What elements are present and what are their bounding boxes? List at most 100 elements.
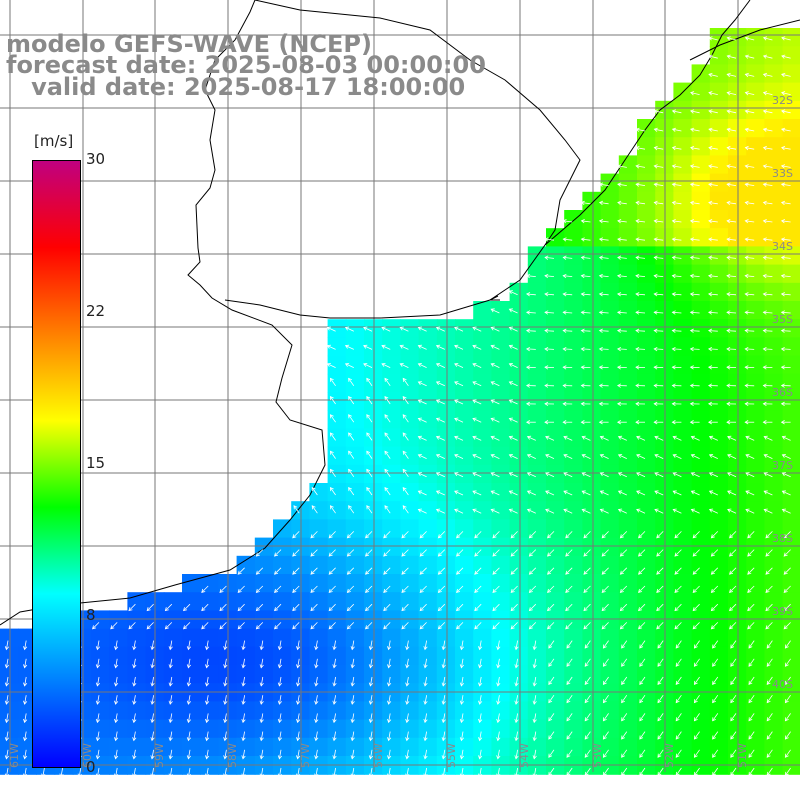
wind-arrow — [527, 509, 536, 514]
wind-arrow — [436, 345, 445, 350]
wind-arrow-head — [730, 680, 735, 686]
wind-speed-cell — [691, 191, 711, 211]
wind-arrow-head — [472, 326, 477, 331]
wind-arrow-head — [783, 588, 788, 593]
wind-speed-cell — [600, 719, 620, 739]
wind-arrow — [206, 749, 209, 759]
wind-arrow-head — [675, 680, 680, 686]
wind-arrow-head — [241, 718, 246, 724]
wind-arrow-head — [747, 534, 752, 539]
wind-arrow — [708, 348, 718, 350]
wind-arrow — [727, 509, 737, 514]
wind-speed-cell — [746, 646, 765, 666]
longitude-label: 61W — [8, 743, 21, 768]
wind-arrow — [256, 622, 264, 630]
wind-speed-cell — [673, 555, 693, 575]
wind-arrow-head — [132, 682, 137, 687]
wind-arrow-head — [765, 607, 770, 612]
wind-arrow — [563, 311, 573, 314]
wind-speed-cell — [382, 519, 401, 539]
wind-arrow-head — [459, 646, 465, 651]
wind-speed-cell — [618, 719, 638, 739]
wind-arrow-head — [296, 700, 301, 705]
wind-speed-cell — [546, 628, 565, 648]
wind-arrow — [115, 658, 118, 668]
wind-speed-cell — [618, 428, 638, 448]
wind-speed-cell — [546, 228, 565, 247]
wind-speed-cell — [782, 28, 800, 47]
wind-arrow-head — [223, 773, 228, 778]
wind-arrow — [292, 549, 300, 557]
wind-arrow — [599, 202, 609, 205]
longitude-label: 53W — [591, 743, 604, 768]
wind-arrow-head — [635, 219, 640, 224]
wind-speed-cell — [254, 537, 274, 557]
wind-arrow-head — [672, 454, 677, 458]
wind-arrow-head — [727, 454, 732, 458]
wind-arrow-head — [255, 570, 260, 575]
wind-arrow — [766, 658, 773, 667]
wind-speed-cell — [764, 701, 784, 721]
wind-arrow-head — [708, 54, 713, 59]
wind-speed-cell — [364, 428, 383, 448]
wind-arrow — [766, 676, 773, 685]
wind-speed-cell — [764, 665, 784, 684]
wind-arrow — [690, 238, 700, 241]
wind-arrow — [636, 238, 646, 241]
wind-arrow — [673, 454, 682, 459]
wind-speed-cell — [345, 319, 365, 338]
wind-arrow-head — [762, 127, 768, 132]
wind-arrow — [781, 220, 791, 223]
wind-arrow — [6, 731, 9, 741]
wind-arrow-head — [693, 771, 698, 777]
wind-speed-cell — [509, 301, 529, 320]
wind-arrow-head — [708, 273, 713, 279]
wind-speed-cell — [673, 119, 693, 138]
wind-arrow — [328, 567, 336, 575]
wind-arrow-head — [671, 182, 676, 187]
wind-arrow — [620, 549, 628, 557]
wind-speed-cell — [382, 737, 401, 757]
wind-arrow-head — [526, 310, 531, 315]
wind-arrow-head — [23, 718, 28, 724]
wind-speed-cell — [509, 646, 529, 666]
wind-arrow-head — [168, 682, 173, 687]
wind-arrow — [381, 327, 391, 332]
wind-arrow — [472, 490, 482, 496]
wind-arrow-head — [675, 717, 680, 722]
wind-speed-cell — [182, 665, 201, 684]
wind-arrow-head — [726, 420, 731, 425]
wind-arrow-head — [635, 401, 640, 407]
wind-arrow — [274, 603, 282, 611]
wind-arrow-head — [459, 755, 465, 760]
wind-speed-cell — [782, 82, 800, 102]
wind-speed-cell — [673, 228, 693, 247]
wind-speed-cell — [691, 646, 711, 666]
wind-arrow-head — [780, 328, 785, 333]
wind-speed-cell — [527, 555, 547, 575]
wind-arrow-head — [186, 755, 192, 760]
wind-speed-cell — [109, 701, 128, 721]
wind-arrow — [636, 165, 646, 168]
wind-arrow — [526, 330, 536, 332]
wind-arrow — [292, 531, 300, 539]
wind-arrow-head — [726, 36, 731, 41]
wind-speed-cell — [600, 483, 620, 502]
wind-arrow — [781, 330, 791, 332]
wind-arrow-head — [435, 399, 441, 404]
wind-arrow-head — [692, 570, 697, 575]
wind-arrow — [583, 622, 591, 630]
wind-arrow — [656, 622, 664, 630]
wind-arrow-head — [237, 588, 242, 593]
wind-arrow-head — [653, 346, 658, 352]
wind-speed-cell — [273, 701, 292, 721]
wind-arrow — [621, 731, 628, 740]
wind-arrow-head — [727, 508, 732, 513]
wind-speed-cell — [455, 737, 474, 757]
wind-arrow — [424, 658, 427, 668]
wind-arrow-head — [368, 737, 374, 742]
wind-speed-cell — [582, 264, 602, 284]
wind-arrow — [509, 472, 518, 478]
wind-speed-cell — [709, 264, 729, 284]
wind-arrow-head — [748, 717, 753, 722]
